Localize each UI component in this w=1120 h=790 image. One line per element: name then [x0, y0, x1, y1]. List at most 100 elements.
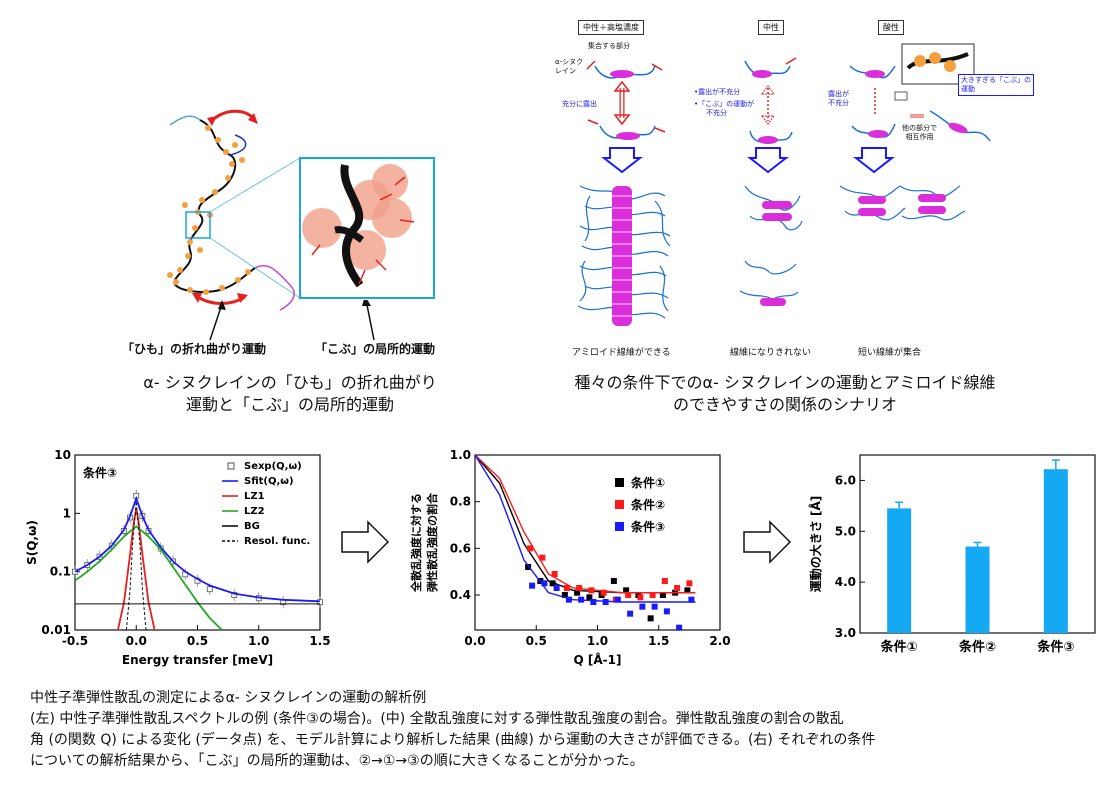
data-point: [684, 587, 691, 594]
data-point: [623, 587, 630, 594]
molecule-svg: [167, 109, 435, 311]
data-point: [561, 592, 568, 598]
ann-syn-line2: レイン: [555, 67, 576, 75]
fit-curve: [474, 454, 696, 594]
x-tick-label: 1.0: [248, 634, 269, 648]
flow-arrow-2: [743, 520, 792, 564]
col-header-2: 中性: [758, 20, 784, 35]
legend-marker: [615, 478, 624, 487]
ann-acid-exposure: 露出が 不充分: [828, 90, 849, 108]
col2-monomers: [744, 57, 797, 174]
description-line1: 中性子準弾性散乱の測定によるα- シヌクレインの運動の解析例: [30, 690, 427, 706]
data-point: [551, 571, 558, 577]
description-line4: についての解析結果から、「こぶ」の局所的運動は、②→①→③の順に大きくなることが…: [30, 753, 644, 769]
legend-label: Sexp(Q,ω): [244, 461, 302, 472]
data-point: [610, 578, 617, 584]
ann-kobu-line2: 不充分: [706, 109, 727, 117]
ann-kobu-line1: •「こぶ」の運動が: [694, 100, 755, 108]
x-tick-label: 0.5: [187, 634, 208, 648]
motion-size-chart: 3.0 4.0 5.0 6.0 運動の大きさ [Å] 条件① 条件② 条件③: [808, 454, 1096, 655]
y-tick-label: 6.0: [835, 473, 856, 487]
y-tick-label: 0.1: [50, 565, 71, 579]
y-tick-label: 0.4: [450, 588, 471, 602]
data-point: [625, 592, 632, 598]
zoom-box: [185, 211, 211, 239]
data-point: [578, 596, 585, 603]
ann-acid-line1: 露出が: [828, 90, 849, 98]
bar: [965, 546, 990, 633]
data-point: [529, 582, 536, 589]
description-line2: (左) 中性子準弾性散乱スペクトルの例 (条件③の場合)。(中) 全散乱強度に対…: [30, 711, 844, 727]
x-tick-label: -0.5: [62, 634, 88, 648]
x-tick-label: 1.5: [648, 634, 669, 648]
spectrum-chart: -0.5 0.0 0.5 1.0 1.5 0.01 0.1 1 10 Energy transfe…: [25, 448, 330, 667]
data-point: [649, 592, 656, 598]
bend-arrow-top: [208, 109, 257, 124]
data-point: [663, 608, 670, 615]
y-axis-label: S(Q,ω): [25, 520, 39, 565]
data-point: [525, 564, 532, 570]
data-point: [661, 578, 668, 584]
caption-right: 種々の条件下でのα- シヌクレインの運動とアミロイド線維 のできやすさの関係のシ…: [520, 372, 1050, 416]
x-tick-label: 1.0: [587, 634, 608, 648]
y-tick-label: 0.6: [450, 541, 471, 555]
data-point: [688, 596, 695, 603]
ann-aggregate-part: 集合する部分: [588, 42, 630, 50]
bottom-label-1: アミロイド線維ができる: [572, 348, 671, 358]
data-point: [614, 596, 621, 603]
data-point: [651, 603, 658, 610]
col3-short-fibrils: [839, 185, 966, 221]
data-point: [674, 585, 681, 591]
col-header-3: 酸性: [878, 20, 904, 35]
data-point: [590, 599, 597, 605]
y-tick-label: 5.0: [835, 524, 856, 538]
ann-too-big-line1: 大きすぎる「こぶ」の: [961, 76, 1031, 84]
label-kobu: 「こぶ」の局所的運動: [315, 342, 436, 356]
legend-label: LZ2: [244, 506, 265, 517]
legend-label: 条件①: [630, 475, 665, 490]
series-line: [125, 501, 147, 631]
category-label: 条件③: [1037, 639, 1074, 655]
col3-monomers: [849, 43, 991, 174]
molecule-illustration: [140, 100, 440, 340]
y-tick-label: 3.0: [835, 626, 856, 640]
caption-right-line2: のできやすさの関係のシナリオ: [672, 395, 897, 414]
ann-other-part: 他の部分で 相互作用: [902, 124, 937, 142]
y-tick-label: 1.0: [450, 448, 471, 462]
x-tick-label: 0.5: [526, 634, 547, 648]
data-point: [602, 599, 609, 605]
data-point: [600, 589, 607, 596]
series-line: [74, 495, 321, 603]
col2-partial-fibril: [739, 185, 803, 306]
caption-left: α- シヌクレインの「ひも」の折れ曲がり 運動と「こぶ」の局所的運動: [100, 372, 480, 416]
category-label: 条件②: [959, 639, 996, 655]
data-point: [565, 596, 572, 603]
legend-marker: [227, 462, 235, 470]
x-axis-label: Q [Å-1]: [574, 652, 622, 667]
y-axis-label-line2: 弾性散乱強度の割合: [425, 492, 439, 592]
flow-arrow-1: [341, 520, 390, 564]
caption-right-line1: 種々の条件下でのα- シヌクレインの運動とアミロイド線維: [574, 373, 996, 392]
data-point: [586, 594, 593, 601]
y-tick-label: 0.8: [450, 495, 471, 509]
plot-frame: [474, 454, 721, 631]
chart-title: 条件③: [82, 465, 117, 480]
label-pointer-arrows: [209, 300, 375, 341]
col-header-1: 中性＋高塩濃度: [578, 20, 644, 35]
caption-left-line2: 運動と「こぶ」の局所的運動: [185, 395, 394, 414]
ann-other-line2: 相互作用: [905, 133, 934, 141]
fit-curve: [474, 454, 696, 603]
data-point: [549, 580, 556, 587]
analysis-description: 中性子準弾性散乱の測定によるα- シヌクレインの運動の解析例 (左) 中性子準弾…: [30, 688, 1105, 772]
data-point: [563, 585, 570, 591]
legend-label: Sfit(Q,ω): [244, 476, 294, 487]
scenario-svg: [577, 43, 991, 326]
x-tick-label: 0.0: [464, 634, 485, 648]
ann-too-big-line2: 運動: [961, 85, 975, 93]
legend-label: 条件③: [630, 519, 665, 534]
y-tick-label: 4.0: [835, 575, 856, 589]
x-tick-label: 0.0: [126, 634, 147, 648]
y-tick-label: 1: [63, 506, 71, 520]
y-tick-label: 0.01: [41, 623, 71, 637]
legend-label: BG: [244, 521, 260, 532]
